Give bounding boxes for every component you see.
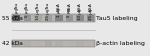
Text: 42 kDa: 42 kDa	[2, 41, 23, 46]
FancyBboxPatch shape	[34, 41, 42, 46]
FancyBboxPatch shape	[12, 40, 95, 47]
Text: Tau: Tau	[25, 2, 29, 10]
Text: 5 µg: 5 µg	[68, 8, 71, 17]
FancyBboxPatch shape	[76, 41, 84, 46]
Text: 55 kDa: 55 kDa	[2, 16, 23, 21]
Text: BSA: BSA	[78, 2, 82, 11]
Text: 1 µg: 1 µg	[15, 8, 19, 17]
FancyBboxPatch shape	[55, 41, 63, 46]
FancyBboxPatch shape	[66, 41, 73, 46]
FancyBboxPatch shape	[45, 15, 52, 21]
Text: Tau: Tau	[15, 2, 19, 10]
Text: 10 µg: 10 µg	[36, 8, 40, 20]
Text: 25 µg: 25 µg	[46, 8, 50, 20]
Text: Tau: Tau	[36, 2, 40, 10]
Text: 10 µg: 10 µg	[78, 8, 82, 20]
Text: 1 µg: 1 µg	[57, 8, 61, 17]
Text: 25 µg: 25 µg	[88, 8, 93, 20]
FancyBboxPatch shape	[87, 41, 94, 46]
FancyBboxPatch shape	[55, 15, 63, 21]
FancyBboxPatch shape	[13, 41, 20, 46]
FancyBboxPatch shape	[24, 41, 31, 46]
Text: β-actin labeling: β-actin labeling	[96, 41, 145, 46]
Text: BSA: BSA	[88, 2, 93, 11]
Text: BSA: BSA	[68, 2, 71, 11]
Text: Tau: Tau	[46, 2, 50, 10]
FancyBboxPatch shape	[12, 14, 95, 22]
FancyBboxPatch shape	[24, 15, 31, 21]
FancyBboxPatch shape	[13, 15, 20, 21]
FancyBboxPatch shape	[45, 41, 52, 46]
FancyBboxPatch shape	[76, 15, 84, 21]
Text: Tau5 labeling: Tau5 labeling	[96, 16, 138, 21]
FancyBboxPatch shape	[87, 15, 94, 21]
Text: 5 µg: 5 µg	[25, 8, 29, 17]
Text: BSA: BSA	[57, 2, 61, 11]
FancyBboxPatch shape	[66, 15, 73, 21]
FancyBboxPatch shape	[34, 15, 42, 21]
